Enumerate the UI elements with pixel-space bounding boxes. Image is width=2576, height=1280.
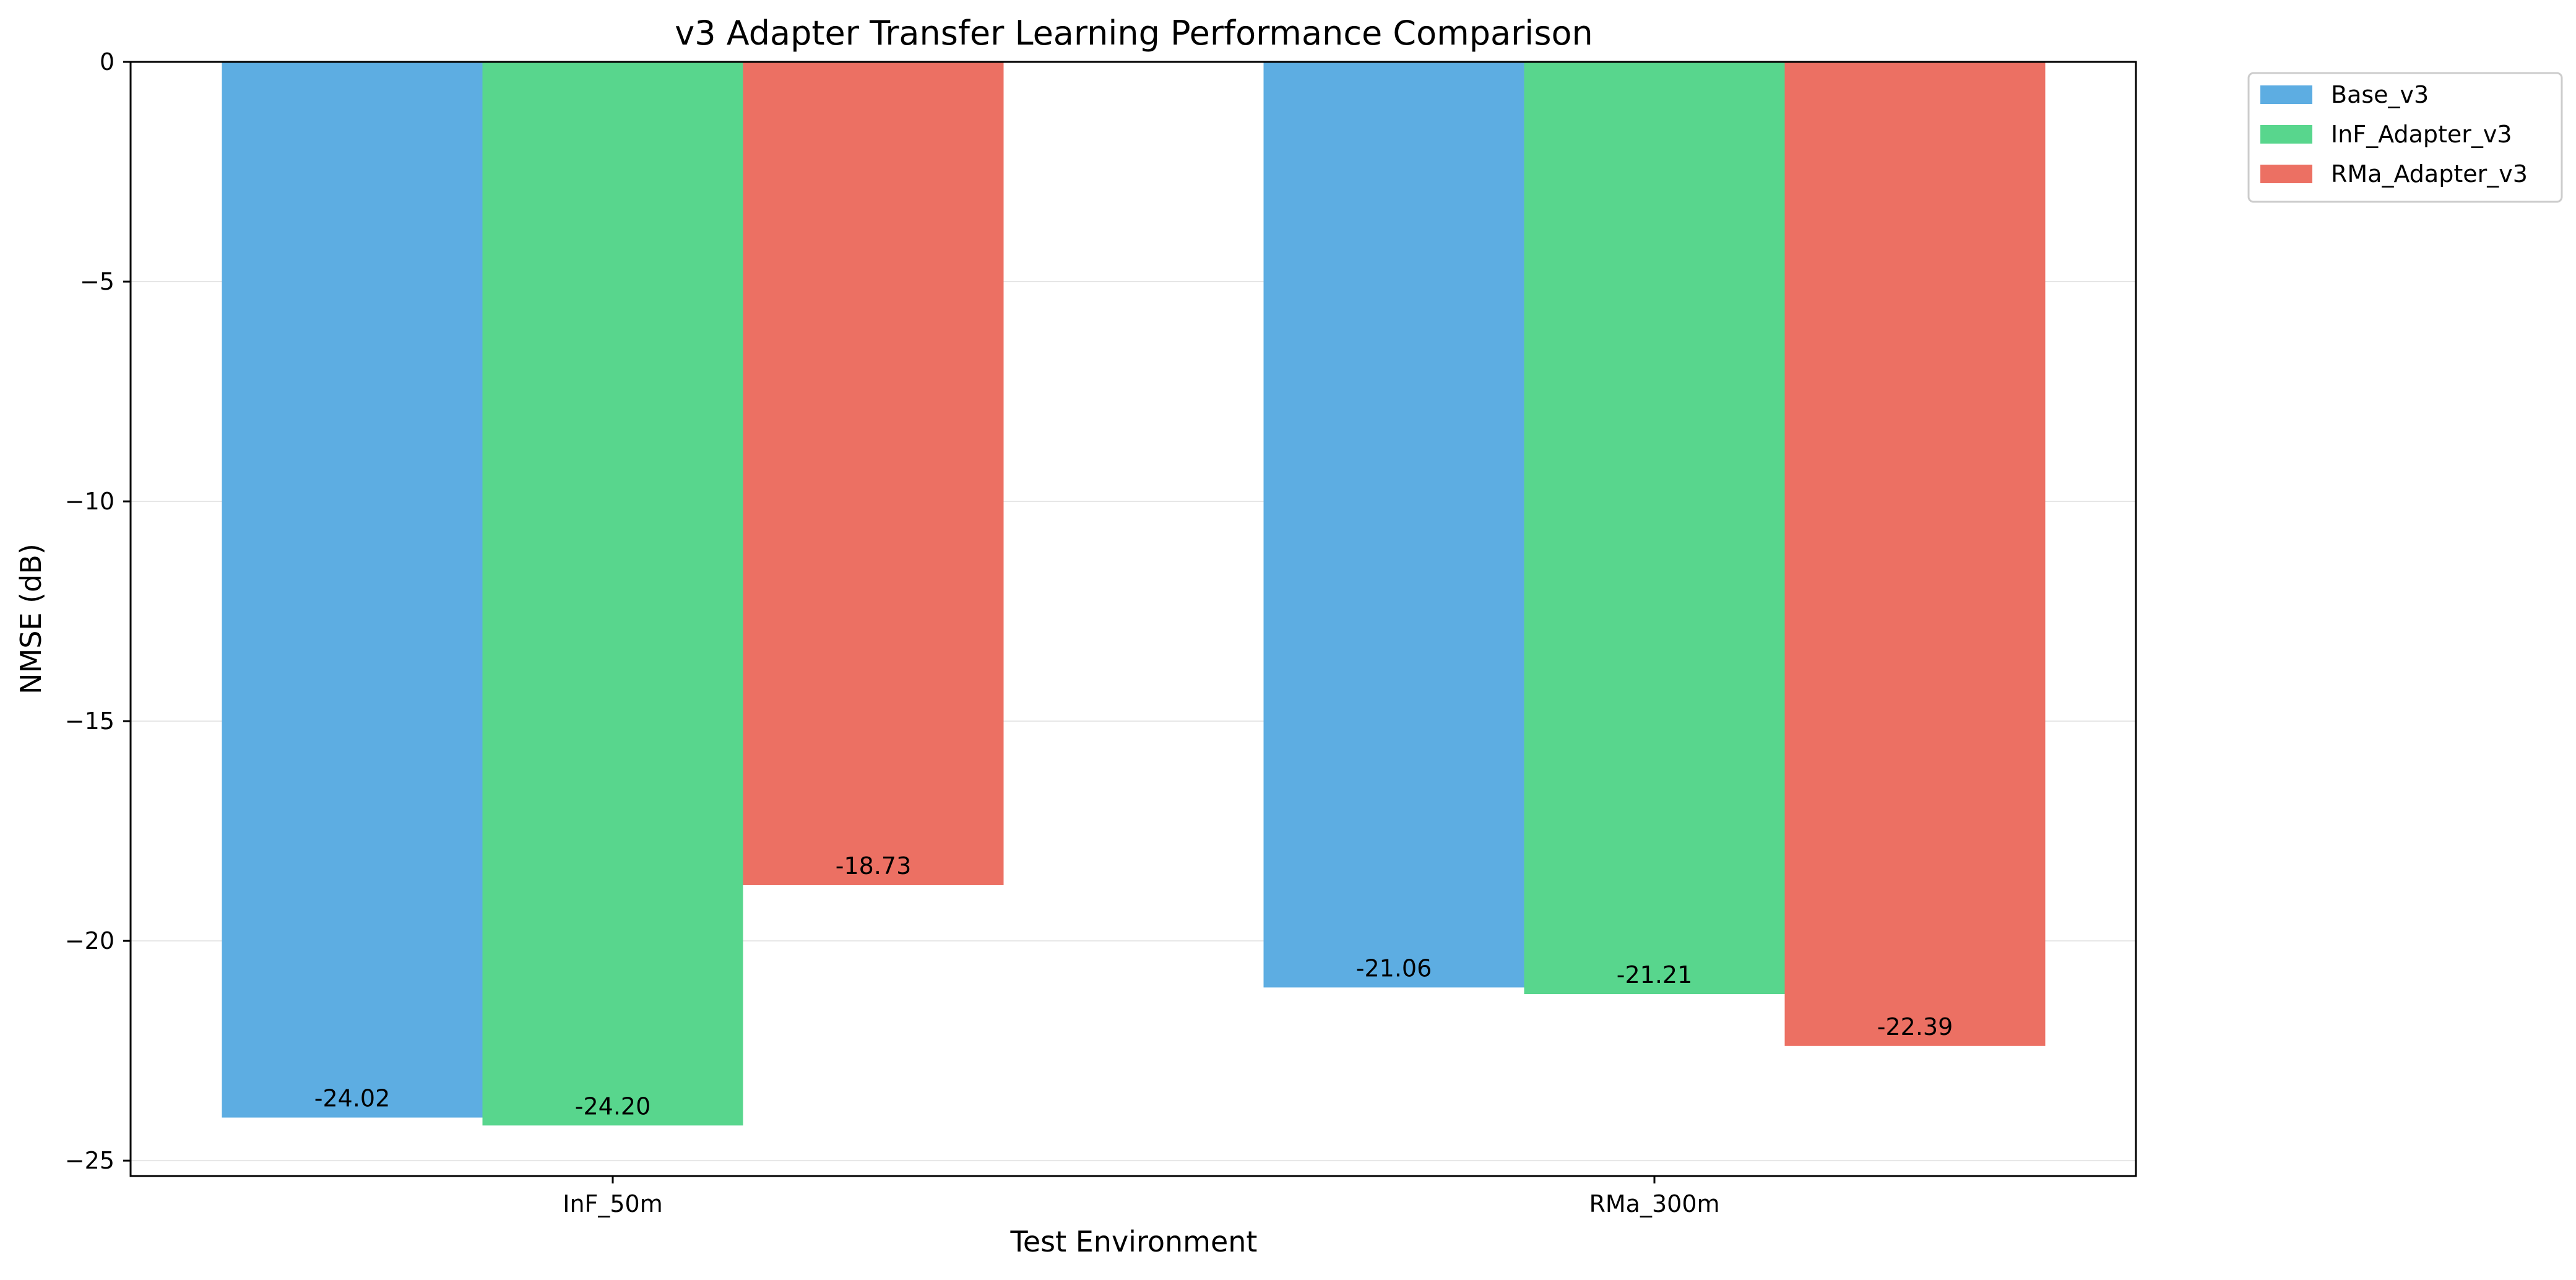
legend-swatch-base-v3 [2260,85,2312,104]
y-axis-ticks: 0 −5 −10 −15 −20 −25 [65,48,131,1174]
legend-label-inf-adapter-v3: InF_Adapter_v3 [2331,121,2512,148]
bar-rma-adapter-v3-inf-50m [743,62,1004,885]
bar-base-v3-inf-50m [222,62,483,1118]
data-label: -18.73 [836,852,912,880]
bar-base-v3-rma-300m [1263,62,1524,988]
x-axis-ticks: InF_50m RMa_300m [563,1176,1720,1217]
chart-title: v3 Adapter Transfer Learning Performance… [675,14,1593,53]
y-tick-label: −10 [65,488,115,515]
legend-label-base-v3: Base_v3 [2331,81,2429,108]
data-label: -21.06 [1356,954,1432,982]
y-axis-label: NMSE (dB) [14,543,48,694]
data-label: -22.39 [1877,1013,1953,1040]
legend-box [2247,72,2563,203]
data-label: -24.20 [575,1092,651,1120]
plot-frame [129,61,2137,1177]
y-tick-label: −5 [80,268,115,295]
y-tick-label: −25 [65,1147,115,1174]
y-tick-label: −20 [65,927,115,954]
bar-inf-adapter-v3-rma-300m [1524,62,1785,995]
legend-label-rma-adapter-v3: RMa_Adapter_v3 [2331,160,2528,188]
bar-rma-adapter-v3-rma-300m [1784,62,2046,1046]
legend-swatch-inf-adapter-v3 [2260,125,2312,144]
y-tick-label: 0 [100,48,115,76]
x-tick-label: RMa_300m [1589,1190,1719,1217]
data-label: -24.02 [314,1085,391,1112]
data-labels: -24.02 -21.06 -24.20 -21.21 -18.73 -22.39 [314,852,1953,1120]
data-label: -21.21 [1617,961,1693,988]
y-tick-label: −15 [65,707,115,735]
x-tick-label: InF_50m [563,1190,663,1217]
x-axis-label: Test Environment [1010,1225,1258,1258]
bar-inf-adapter-v3-inf-50m [482,62,743,1126]
bars [222,62,2046,1126]
legend: Base_v3 InF_Adapter_v3 RMa_Adapter_v3 [2247,72,2563,203]
legend-swatch-rma-adapter-v3 [2260,165,2312,183]
